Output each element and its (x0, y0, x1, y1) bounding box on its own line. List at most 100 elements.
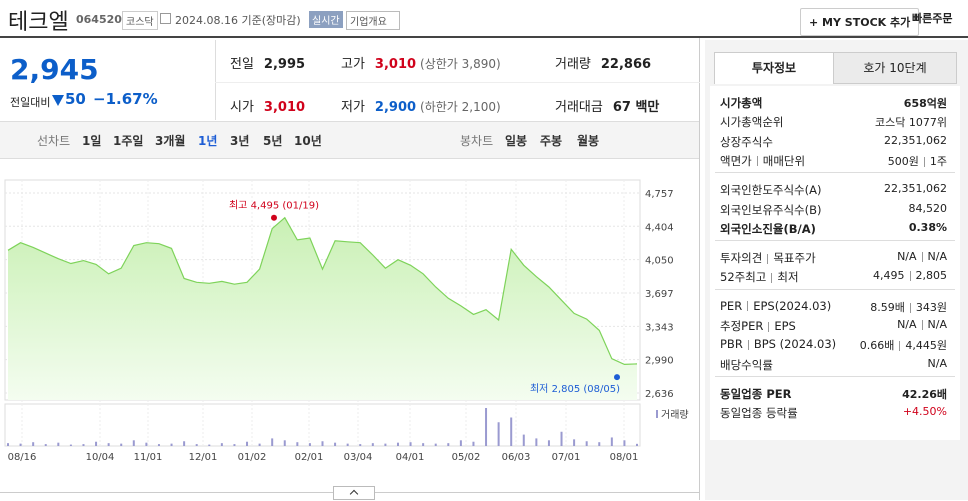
separator (756, 156, 758, 167)
label-text: EPS (774, 319, 796, 333)
x-tick-label: 08/01 (610, 452, 639, 463)
invest-tab[interactable]: 호가 10단계 (833, 52, 957, 84)
value-text: 4,495 (873, 269, 905, 283)
volume-bar (296, 442, 299, 446)
label-text: 투자의견 (720, 251, 763, 266)
invest-label: 상장주식수 (720, 134, 773, 150)
label-text: PER (720, 298, 743, 313)
volume-bar (246, 441, 249, 446)
value-text: 343원 (915, 300, 947, 314)
volume-legend-key (656, 410, 658, 418)
collapse-button[interactable] (333, 486, 375, 500)
value-text: 42.26배 (902, 387, 947, 401)
label-text: 외국인한도주식수(A) (720, 183, 822, 198)
volume-bar (598, 442, 601, 446)
x-tick-label: 01/02 (238, 452, 267, 463)
value-text: 22,351,062 (884, 182, 947, 196)
volume-bar (271, 438, 274, 446)
volume-bar (434, 443, 437, 446)
volume-bar (120, 443, 123, 446)
volume-bar (220, 443, 223, 446)
label-text: PBR (720, 337, 743, 352)
volume-bar (7, 443, 9, 446)
volume-bar (57, 442, 60, 446)
invest-tab[interactable]: 투자정보 (714, 52, 834, 84)
volume-bar (623, 440, 626, 446)
invest-label: 동일업종 PER (720, 386, 791, 402)
label-text: 추정PER (720, 319, 764, 333)
period-tab[interactable]: 10년 (294, 134, 322, 148)
realtime-badge[interactable]: 실시간 (309, 11, 343, 28)
value-text: 2,805 (915, 269, 948, 283)
x-tick-label: 05/02 (452, 452, 481, 463)
quick-order-button[interactable]: 빠른주문 (912, 12, 953, 25)
volume-bar (636, 443, 638, 446)
invest-label: 외국인보유주식수(B) (720, 202, 822, 218)
label-text: 외국인소진율(B/A) (720, 221, 816, 236)
invest-value: 4,495 2,805 (873, 269, 947, 282)
invest-label: 시가총액순위 (720, 114, 783, 130)
stat: 거래량 22,866 (555, 53, 651, 72)
volume-bar (485, 408, 488, 446)
company-info[interactable]: 기업개요 (346, 11, 400, 30)
x-tick-label: 04/01 (396, 452, 425, 463)
y-tick-label: 4,050 (645, 256, 674, 267)
volume-bar (82, 444, 85, 446)
separator (909, 302, 911, 313)
volume-bar (183, 441, 186, 446)
low-marker (614, 374, 620, 381)
volume-bar (346, 443, 349, 446)
my-stock-button[interactable]: + MY STOCK 추가 (800, 8, 920, 36)
volume-bar (560, 431, 563, 446)
invest-value: 42.26배 (902, 386, 947, 402)
invest-label: 52주최고 최저 (720, 269, 799, 285)
price-chart: 08/16 10/04 11/01 12/01 01/02 02/01 03/04 04/01… (4, 179, 689, 463)
invest-label: 외국인소진율(B/A) (720, 221, 816, 237)
x-tick-label: 10/04 (86, 452, 115, 463)
invest-value: 658억원 (904, 95, 947, 111)
label-text: 최저 (777, 270, 799, 285)
label-text: EPS(2024.03) (753, 298, 832, 313)
volume-bar (107, 443, 110, 446)
high-label: 최고 4,495 (01/19) (229, 200, 319, 212)
label-text: BPS (2024.03) (753, 337, 837, 352)
separator (921, 320, 923, 330)
down-arrow (52, 95, 64, 106)
invest-label: PBR BPS (2024.03) (720, 337, 836, 351)
change-rate: −1.67% (93, 90, 158, 108)
volume-bar (535, 438, 538, 446)
separator (768, 321, 770, 332)
volume-bar (170, 443, 173, 446)
volume-bar (422, 443, 425, 446)
invest-value: 0.38% (909, 221, 947, 234)
period-tab[interactable]: 1년 (198, 134, 218, 148)
date: 2024.08.16 기준(장마감) (175, 14, 301, 27)
stat-value: 67 백만 (612, 100, 660, 115)
candle-tab[interactable]: 월봉 (577, 134, 600, 148)
volume-bar (308, 443, 311, 446)
invest-value: 0.66배 4,445원 (860, 337, 947, 353)
period-tab[interactable]: 5년 (263, 134, 283, 148)
invest-value: +4.50% (903, 405, 947, 418)
period-tab[interactable]: 3년 (230, 134, 250, 148)
volume-bar (472, 441, 475, 446)
stat-value: 2,995 (263, 57, 306, 72)
period-tab[interactable]: 1주일 (113, 134, 144, 148)
left-panel (0, 38, 700, 500)
stock-code: 064520 (76, 13, 122, 26)
period-tab[interactable]: 1일 (82, 134, 102, 148)
period-tab[interactable]: 3개월 (155, 134, 186, 148)
candle-tab[interactable]: 일봉 (505, 134, 528, 148)
group-separator (715, 288, 955, 290)
calendar-icon (160, 13, 171, 24)
stat-label: 고가 (341, 57, 365, 72)
separator (899, 341, 901, 352)
stat-label: 저가 (341, 100, 365, 115)
value-text: 4,445원 (905, 339, 947, 353)
low-label: 최저 2,805 (08/05) (530, 383, 620, 395)
candle-tab[interactable]: 주봉 (540, 134, 563, 148)
x-tick-label: 07/01 (552, 452, 581, 463)
volume-bar (585, 441, 588, 446)
invest-value: 8.59배 343원 (870, 299, 947, 315)
